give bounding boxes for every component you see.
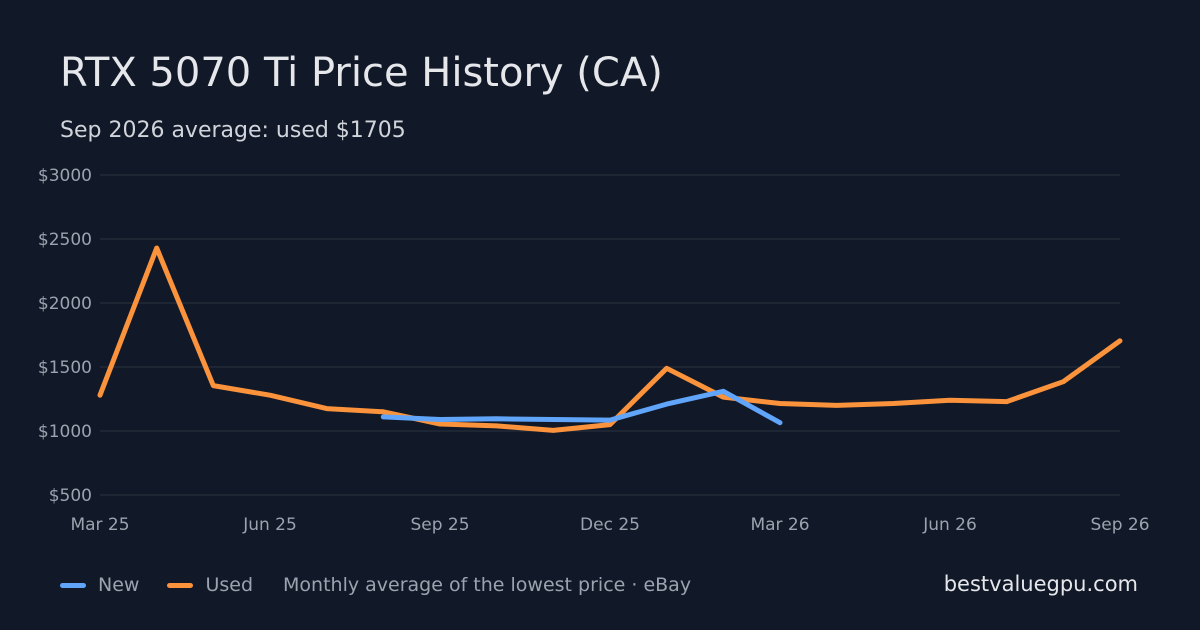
- site-brand[interactable]: bestvaluegpu.com: [943, 572, 1138, 596]
- y-tick-label: $3000: [38, 166, 92, 186]
- legend-swatch-new: [60, 582, 86, 588]
- legend-label-used: Used: [205, 574, 254, 596]
- x-tick-label: Dec 25: [580, 515, 640, 535]
- x-tick-label: Jun 26: [922, 515, 977, 535]
- series-lines: [97, 245, 1123, 433]
- y-axis-tick-labels: $500 $1000 $1500 $2000 $2500 $3000: [38, 166, 92, 506]
- legend-item-new[interactable]: New: [60, 574, 139, 596]
- chart-title: RTX 5070 Ti Price History (CA): [60, 50, 663, 96]
- legend-swatch-used: [167, 582, 194, 588]
- x-tick-label: Mar 25: [70, 515, 129, 535]
- x-tick-label: Jun 25: [242, 515, 297, 535]
- x-tick-label: Sep 26: [1090, 515, 1149, 535]
- x-tick-label: Mar 26: [750, 515, 809, 535]
- x-axis-tick-labels: Mar 25 Jun 25 Sep 25 Dec 25 Mar 26 Jun 26 Sep …: [70, 515, 1149, 535]
- y-tick-label: $2000: [38, 294, 92, 314]
- grid-lines: [100, 174, 1120, 496]
- y-tick-label: $1000: [38, 422, 92, 442]
- chart-subtitle: Sep 2026 average: used $1705: [60, 118, 406, 143]
- legend: New Used Monthly average of the lowest p…: [60, 574, 691, 596]
- source-note: Monthly average of the lowest price · eB…: [283, 574, 692, 596]
- legend-item-used[interactable]: Used: [167, 574, 253, 596]
- x-tick-label: Sep 25: [410, 515, 469, 535]
- y-tick-label: $1500: [38, 358, 92, 378]
- series-line-new: [380, 388, 783, 426]
- y-tick-label: $500: [49, 486, 92, 506]
- legend-label-new: New: [98, 574, 140, 596]
- y-tick-label: $2500: [38, 230, 92, 250]
- series-line-used: [97, 245, 1123, 433]
